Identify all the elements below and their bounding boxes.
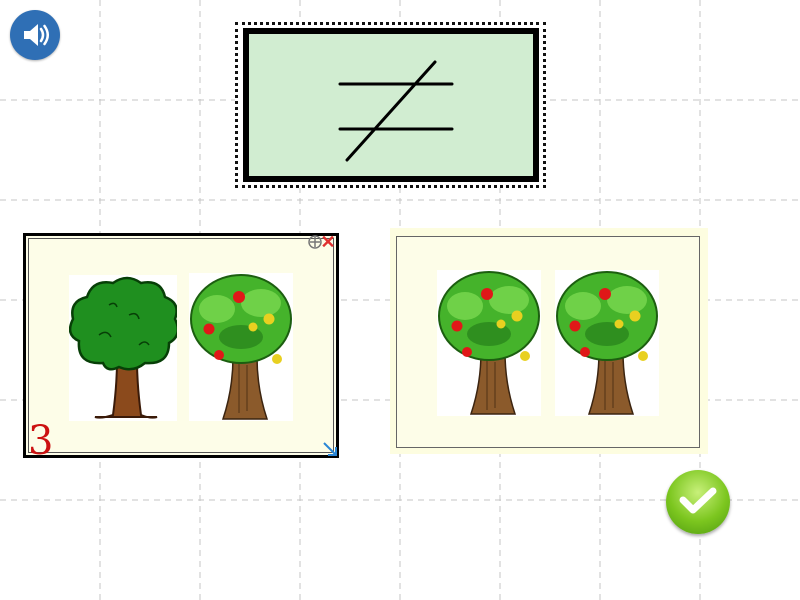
speaker-icon [24,24,49,46]
card-frame [396,236,700,448]
resize-handle-icon[interactable] [321,440,339,458]
checkmark-icon [679,487,717,514]
apple-tree-picture [437,270,541,416]
move-handle-icon[interactable] [308,235,322,249]
plain-tree-picture [69,275,177,421]
card-number: 3 [28,418,54,464]
plain-tree-icon [69,276,177,419]
check-button[interactable] [666,470,730,534]
not-equal-icon [338,60,454,162]
comparison-sign-panel [243,28,539,182]
comparison-sign-card[interactable] [235,22,546,188]
apple-tree-icon [556,271,658,415]
apple-tree-icon [190,274,292,420]
left-picture-card[interactable]: 3 ✕ [23,232,339,464]
apple-tree-picture [189,273,293,421]
apple-tree-picture [555,270,659,416]
apple-tree-icon [438,271,540,415]
card-inner-border [28,238,334,453]
right-picture-card[interactable] [390,228,708,454]
speaker-button[interactable] [10,10,60,60]
close-icon[interactable]: ✕ [320,232,336,252]
